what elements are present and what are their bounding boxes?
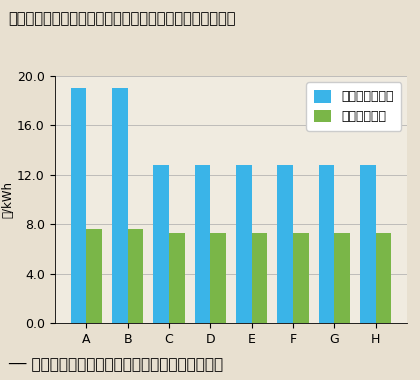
Y-axis label: 円/kWh: 円/kWh [1,181,14,218]
Bar [153,165,169,323]
Bar [128,229,143,323]
Text: ── 完全競争を仮定したシミュレーションとの比較: ── 完全競争を仮定したシミュレーションとの比較 [8,358,223,372]
Legend: クールノー均衡, 完全競争均衡: クールノー均衡, 完全競争均衡 [306,82,401,131]
Bar [252,233,268,323]
Bar [375,233,391,323]
Bar [194,165,210,323]
Bar [169,233,185,323]
Bar [112,88,128,323]
Bar [71,88,87,323]
Bar [293,233,309,323]
Bar [334,233,350,323]
Bar [319,165,334,323]
Bar [236,165,252,323]
Bar [87,229,102,323]
Bar [277,165,293,323]
Bar [360,165,375,323]
Text: 図表２：卸電力価格シミュレーション（ベース・ケース）: 図表２：卸電力価格シミュレーション（ベース・ケース） [8,11,236,26]
Bar [210,233,226,323]
